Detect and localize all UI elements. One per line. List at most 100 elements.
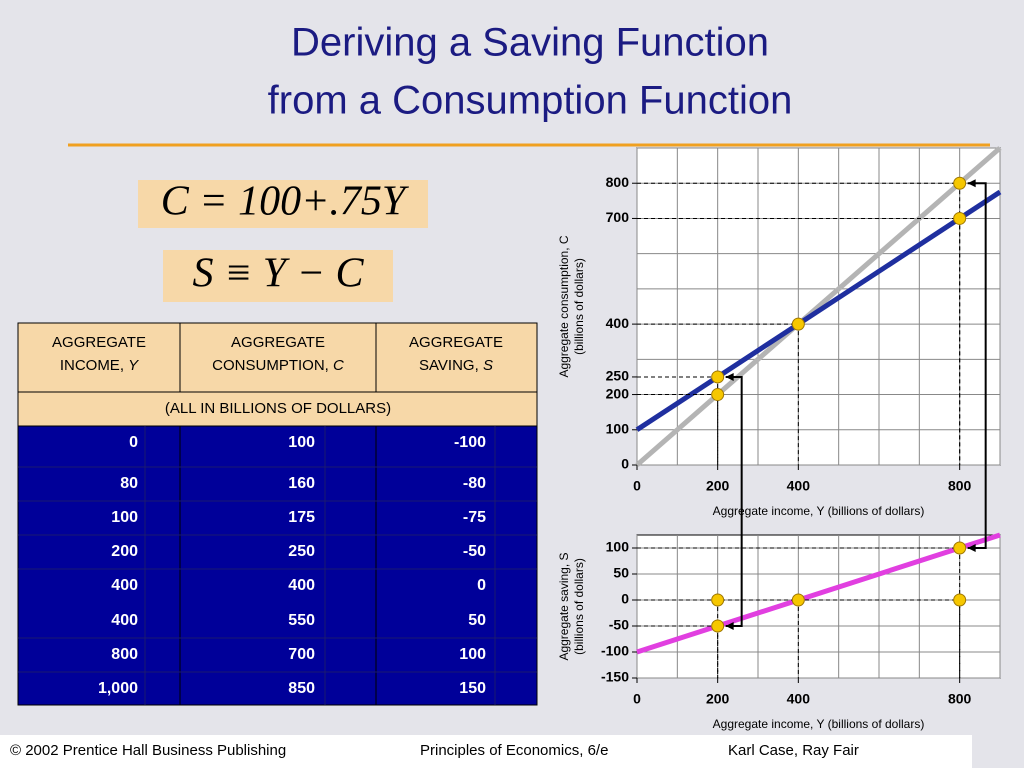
table-cell: 175: [288, 509, 315, 526]
footer-text: © 2002 Prentice Hall Business Publishing: [10, 742, 286, 759]
table-cell: 850: [288, 680, 315, 697]
x-tick-label: 400: [787, 691, 811, 707]
plot-area: [636, 534, 1001, 679]
table-cell: 250: [288, 543, 315, 560]
table-header-symbol: S: [483, 357, 493, 374]
table-cell: -50: [463, 543, 486, 560]
table-cell: 100: [459, 646, 486, 663]
footer-text: Karl Case, Ray Fair: [728, 742, 859, 759]
connector: [967, 179, 987, 552]
y-axis-title: (billions of dollars): [572, 258, 586, 355]
data-line: [635, 189, 1002, 432]
connector: [725, 372, 743, 630]
table-header-text: SAVING,: [419, 357, 483, 374]
x-tick-label: 200: [706, 478, 730, 494]
data-point: [953, 541, 967, 555]
table-cell: -100: [454, 434, 486, 451]
table-header: AGGREGATE: [231, 334, 325, 351]
table-body-bg: [17, 425, 538, 706]
y-tick-label: -150: [601, 669, 629, 685]
table-cell: 50: [468, 612, 486, 629]
y-tick-label: 100: [606, 539, 630, 555]
data-point: [711, 388, 725, 402]
equation: C = 100+.75Y: [161, 179, 410, 225]
table-header-text: CONSUMPTION,: [212, 357, 333, 374]
table-cell: 400: [288, 577, 315, 594]
table-cell: 100: [288, 434, 315, 451]
table-cell: 400: [111, 612, 138, 629]
equation-box: [138, 180, 428, 228]
title-line: Deriving a Saving Function: [291, 21, 769, 65]
table-header-text: INCOME,: [60, 357, 128, 374]
y-tick-label: 700: [606, 209, 630, 225]
connector-line: [967, 182, 987, 549]
connector-line: [725, 375, 743, 627]
table-cell: 150: [459, 680, 486, 697]
table-cell: -80: [463, 475, 486, 492]
x-tick-label: 200: [706, 691, 730, 707]
data-point: [791, 593, 805, 607]
table-cell: 800: [111, 646, 138, 663]
equation: S ≡ Y − C: [192, 251, 364, 297]
y-axis-title: (billions of dollars): [572, 558, 586, 655]
x-tick-label: 0: [633, 478, 641, 494]
arrowhead: [967, 179, 976, 188]
x-tick-label: 800: [948, 691, 972, 707]
data-point: [711, 619, 725, 633]
data-point: [953, 593, 967, 607]
table-header: CONSUMPTION, C: [212, 357, 344, 374]
y-tick-label: -50: [609, 617, 629, 633]
table-cell: 400: [111, 577, 138, 594]
table-cell: 0: [477, 577, 486, 594]
chart: -150 -100 -50 0 50 100 0 200 400 800 Aggregate inc…: [557, 532, 1001, 731]
y-axis-title: Aggregate consumption, C: [557, 235, 571, 377]
table-cell: 200: [111, 543, 138, 560]
y-tick-label: 50: [613, 565, 629, 581]
table-cell: 700: [288, 646, 315, 663]
y-tick-label: 0: [621, 591, 629, 607]
footer-text: Principles of Economics, 6/e: [420, 742, 608, 759]
table-header-bg: [17, 322, 538, 427]
table-header: AGGREGATE: [52, 334, 146, 351]
table-cell: 0: [129, 434, 138, 451]
data-point: [711, 593, 725, 607]
y-tick-label: 100: [606, 420, 630, 436]
x-axis-title: Aggregate income, Y (billions of dollars…: [713, 504, 925, 518]
table-cell: 160: [288, 475, 315, 492]
data-line: [636, 532, 1001, 655]
table-cell: 550: [288, 612, 315, 629]
y-tick-label: 0: [621, 456, 629, 472]
x-tick-label: 0: [633, 691, 641, 707]
footer-bg: [0, 735, 972, 768]
y-axis-title: Aggregate saving, S: [557, 552, 571, 660]
equation-box: [163, 250, 393, 302]
y-tick-label: 800: [606, 174, 630, 190]
x-tick-label: 400: [787, 478, 811, 494]
table: (ALL IN BILLIONS OF DOLLARS) AGGREGATE IN…: [17, 322, 538, 706]
table-header-symbol: C: [333, 357, 344, 374]
data-point: [791, 317, 805, 331]
table-header: INCOME, Y: [60, 357, 139, 374]
table-cell: 1,000: [98, 680, 138, 697]
arrowhead: [725, 622, 734, 630]
arrowhead: [967, 544, 976, 552]
y-tick-label: -100: [601, 643, 629, 659]
title-line: from a Consumption Function: [268, 79, 793, 123]
y-tick-label: 200: [606, 385, 630, 401]
arrowhead: [725, 372, 734, 381]
data-line: [635, 146, 1002, 467]
table-cell: 80: [120, 475, 138, 492]
data-point: [953, 176, 967, 190]
x-tick-label: 800: [948, 478, 972, 494]
table-cell: 100: [111, 509, 138, 526]
x-axis-title: Aggregate income, Y (billions of dollars…: [713, 717, 925, 731]
table-header-symbol: Y: [128, 357, 139, 374]
table-header: AGGREGATE: [409, 334, 503, 351]
data-point: [953, 211, 967, 225]
y-tick-label: 250: [606, 368, 630, 384]
y-tick-label: 400: [606, 315, 630, 331]
table-cell: -75: [463, 509, 486, 526]
